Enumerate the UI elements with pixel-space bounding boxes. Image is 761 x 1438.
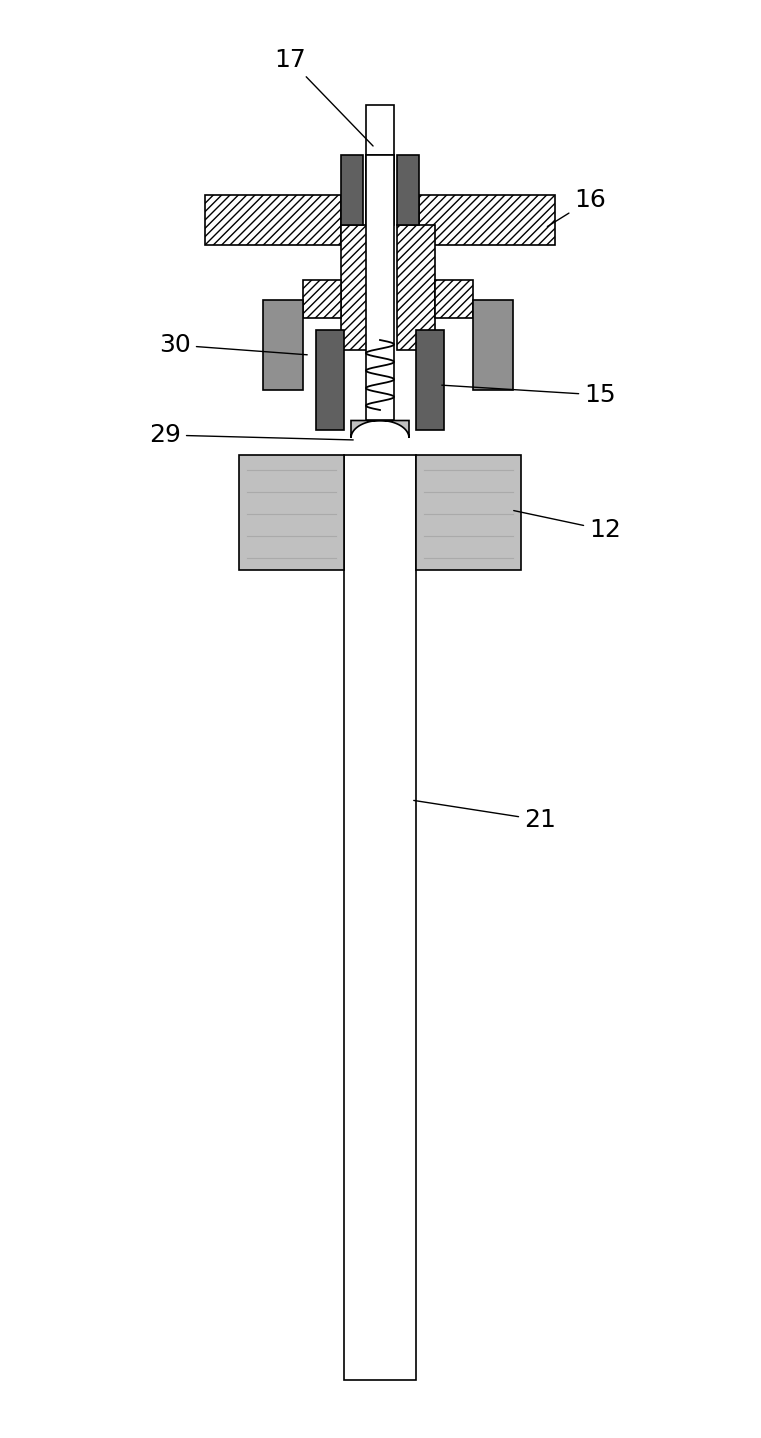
Bar [341, 224, 379, 349]
Bar [205, 196, 341, 244]
Bar [416, 454, 521, 569]
Bar [344, 454, 416, 1380]
Text: 29: 29 [149, 423, 353, 447]
Bar [435, 280, 473, 318]
Bar [316, 329, 344, 430]
Bar [341, 155, 363, 224]
Text: 30: 30 [159, 334, 307, 357]
Bar [416, 329, 444, 430]
Bar [263, 301, 303, 390]
Bar [366, 155, 394, 420]
Text: 12: 12 [514, 510, 621, 542]
Text: 16: 16 [547, 188, 606, 227]
Bar [366, 155, 394, 224]
Bar [303, 280, 341, 318]
Bar [397, 224, 435, 349]
Bar [419, 196, 555, 244]
Text: 21: 21 [414, 801, 556, 833]
Bar [366, 105, 394, 170]
Bar [473, 301, 513, 390]
Text: 15: 15 [442, 383, 616, 407]
Text: 17: 17 [274, 47, 373, 147]
Bar [239, 454, 344, 569]
Bar [397, 155, 419, 224]
Polygon shape [351, 420, 409, 439]
